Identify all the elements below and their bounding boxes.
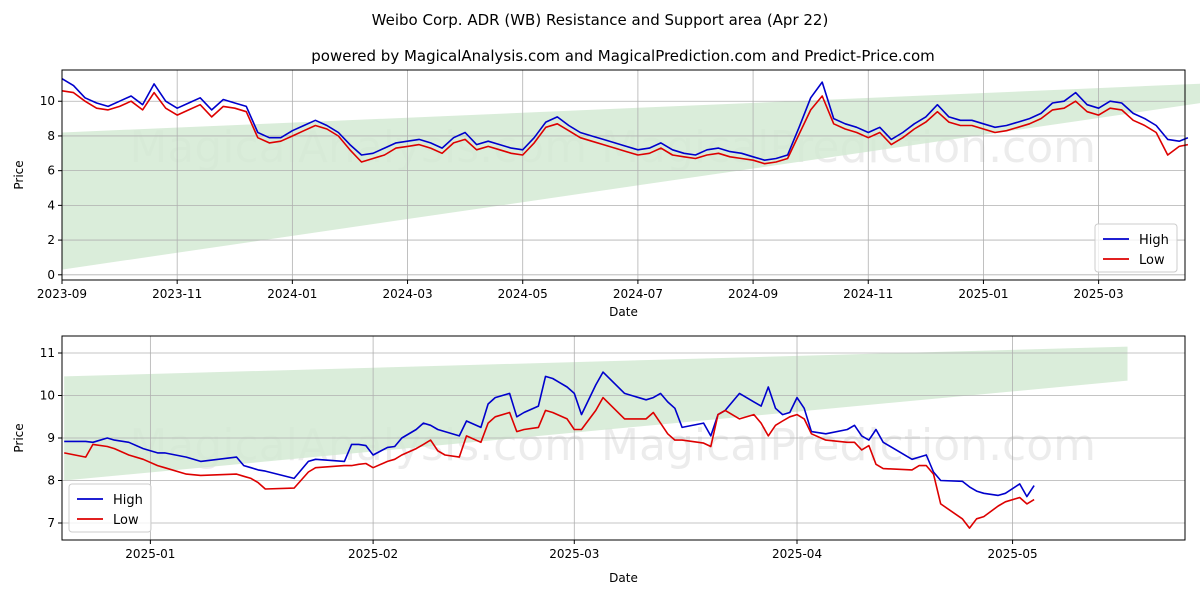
y-tick-label: 11 (40, 346, 55, 360)
legend: High Low (1094, 223, 1178, 273)
legend-box (68, 483, 152, 533)
x-tick-label: 2024-07 (613, 287, 663, 301)
x-tick-label: 2024-11 (843, 287, 893, 301)
y-tick-label: 4 (47, 198, 55, 212)
chart-title: Weibo Corp. ADR (WB) Resistance and Supp… (372, 11, 829, 29)
x-axis-label: Date (609, 305, 638, 319)
series-line-low (61, 90, 1189, 165)
x-tick-label: 2024-05 (498, 287, 548, 301)
y-axis-label: Price (12, 423, 26, 452)
series-line-low (64, 396, 1035, 529)
x-tick-label: 2025-05 (987, 547, 1037, 561)
legend-label-high: High (113, 493, 143, 508)
x-axis-label: Date (609, 571, 638, 585)
y-tick-label: 9 (47, 431, 55, 445)
y-tick-label: 0 (47, 268, 55, 282)
resistance-support-band (62, 83, 1200, 270)
watermark-text: MagicalPrediction.com (601, 420, 1096, 471)
legend-label-low: Low (113, 513, 139, 528)
series-line-high (61, 78, 1189, 161)
plot-frame (61, 335, 1186, 541)
y-tick-label: 8 (47, 474, 55, 488)
legend-label-high: High (1139, 233, 1169, 248)
x-tick-label: 2024-01 (267, 287, 317, 301)
y-tick-label: 2 (47, 233, 55, 247)
x-tick-label: 2023-09 (37, 287, 87, 301)
x-tick-label: 2025-02 (348, 547, 398, 561)
plot-frame (61, 69, 1186, 281)
x-tick-label: 2024-09 (728, 287, 778, 301)
y-tick-label: 8 (47, 129, 55, 143)
series-line-high (64, 371, 1035, 498)
x-tick-label: 2024-03 (382, 287, 432, 301)
x-tick-label: 2025-04 (772, 547, 822, 561)
legend-box (1094, 223, 1178, 273)
legend-label-low: Low (1139, 253, 1165, 268)
y-tick-label: 6 (47, 164, 55, 178)
y-axis-label: Price (12, 160, 26, 189)
x-tick-label: 2025-01 (125, 547, 175, 561)
x-tick-label: 2025-01 (958, 287, 1008, 301)
x-tick-label: 2025-03 (549, 547, 599, 561)
top-chart-panel: MagicalAnalysis.comMagicalPrediction.com… (12, 69, 1200, 319)
bottom-chart-panel: MagicalAnalysis.comMagicalPrediction.com… (12, 335, 1186, 585)
y-tick-label: 10 (40, 94, 55, 108)
resistance-support-band (64, 346, 1128, 481)
x-tick-label: 2025-03 (1074, 287, 1124, 301)
legend: High Low (68, 483, 152, 533)
y-tick-label: 10 (40, 389, 55, 403)
chart-subtitle: powered by MagicalAnalysis.com and Magic… (311, 47, 935, 65)
y-tick-label: 7 (47, 516, 55, 530)
x-tick-label: 2023-11 (152, 287, 202, 301)
